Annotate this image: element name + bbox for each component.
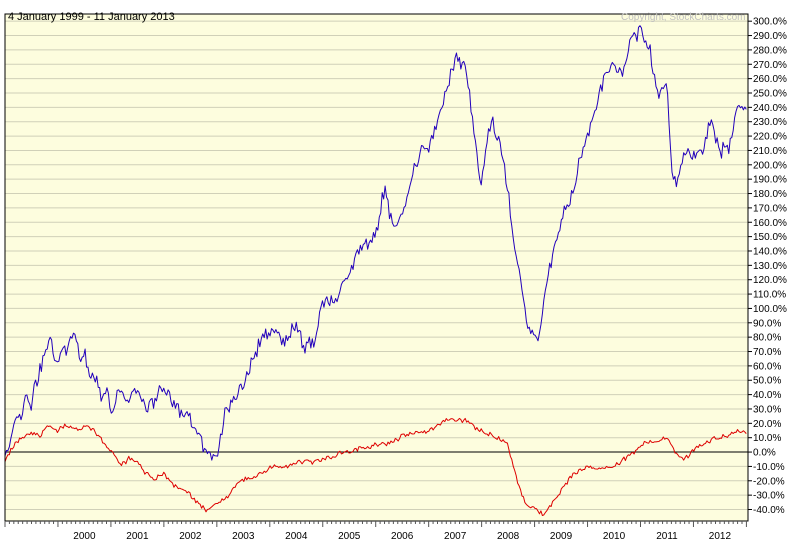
series-line-blue [4,25,747,461]
y-tick-label: 30.0% [753,404,781,415]
y-tick-label: -10.0% [753,462,785,473]
x-tick-label: 2012 [709,531,732,542]
y-tick-label: 270.0% [753,60,787,71]
y-tick-label: 70.0% [753,347,781,358]
y-tick-label: 60.0% [753,361,781,372]
y-tick-label: 190.0% [753,175,787,186]
y-tick-label: 110.0% [753,290,786,301]
grid-lines [5,20,748,511]
copyright-text: Copyright, StockCharts.com [621,12,746,23]
series-line-red [4,417,747,517]
y-tick-label: -40.0% [753,505,785,516]
y-tick-label: 240.0% [753,103,787,114]
y-tick-label: 170.0% [753,203,787,214]
x-tick-label: 2000 [73,531,96,542]
y-tick-label: 290.0% [753,31,787,42]
y-tick-label: 130.0% [753,261,787,272]
y-tick-label: 160.0% [753,218,787,229]
y-tick-label: 220.0% [753,132,787,143]
y-tick-label: -20.0% [753,476,785,487]
y-tick-label: -30.0% [753,491,785,502]
y-tick-label: 280.0% [753,45,787,56]
y-tick-label: 10.0% [753,433,781,444]
x-tick-labels: 2000 2001 2002 2003 2004 2005 2006 2007 2008 2009… [73,531,731,542]
y-tick-label: 50.0% [753,376,781,387]
plot-background [5,14,748,521]
y-tick-labels: 300.0% 290.0% 280.0% 270.0% 260.0% 250.0% 240.… [748,17,787,516]
y-tick-label: 230.0% [753,117,787,128]
y-tick-label: 40.0% [753,390,781,401]
y-tick-label: 20.0% [753,419,781,430]
x-tick-label: 2010 [603,531,626,542]
y-tick-label: 300.0% [753,17,787,28]
y-tick-label: 200.0% [753,160,787,171]
x-tick-label: 2006 [391,531,414,542]
x-tick-label: 2009 [550,531,573,542]
y-tick-label: 0.0% [753,448,776,459]
y-tick-label: 80.0% [753,333,781,344]
x-tick-label: 2008 [497,531,520,542]
chart-title: 4 January 1999 - 11 January 2013 [8,11,175,23]
y-tick-label: 260.0% [753,74,787,85]
x-tick-label: 2002 [179,531,202,542]
y-tick-label: 120.0% [753,275,787,286]
y-tick-label: 100.0% [753,304,787,315]
y-tick-label: 210.0% [753,146,787,157]
y-tick-label: 250.0% [753,88,787,99]
y-tick-label: 140.0% [753,246,787,257]
x-tick-label: 2001 [126,531,149,542]
y-tick-label: 150.0% [753,232,787,243]
plot-frame [4,13,749,522]
x-tick-label: 2011 [656,531,678,542]
y-tick-label: 180.0% [753,189,787,200]
x-minor-ticks [4,521,747,527]
series-lines [4,25,747,517]
x-tick-label: 2005 [338,531,361,542]
x-tick-label: 2004 [285,531,308,542]
y-tick-label: 90.0% [753,318,781,329]
x-tick-label: 2003 [232,531,255,542]
x-tick-label: 2007 [444,531,467,542]
